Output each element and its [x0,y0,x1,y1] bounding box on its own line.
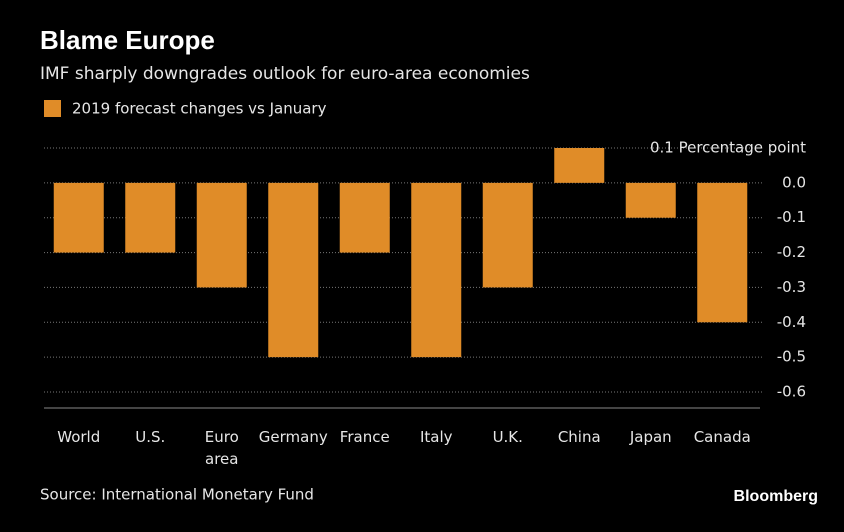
bar [53,182,104,253]
bar [554,148,605,183]
bar [268,182,319,358]
bar [125,182,176,253]
bar [697,182,748,323]
y-tick-label: -0.6 [777,383,806,401]
chart-subtitle: IMF sharply downgrades outlook for euro-… [40,64,530,84]
bar [339,182,390,253]
y-tick-label: 0.1 Percentage point [650,139,806,157]
x-tick-label: Germany [258,428,328,446]
chart-title: Blame Europe [40,25,215,55]
x-tick-label: France [339,428,390,446]
y-tick-label: -0.1 [777,208,806,226]
y-tick-label: -0.5 [777,348,806,366]
y-tick-label: -0.4 [777,313,806,331]
x-tick-label: U.S. [135,428,166,446]
brand: Bloomberg [734,488,818,505]
bar [482,182,533,288]
x-tick-label: Italy [419,428,453,446]
x-tick-label: World [57,428,101,446]
legend-swatch [44,100,61,117]
bar [196,182,247,288]
x-tick-label: U.K. [492,428,523,446]
y-tick-label: -0.3 [777,278,806,296]
y-tick-label: -0.2 [777,243,806,261]
x-tick-label: China [557,428,601,446]
x-tick-label: Euro area [204,428,239,468]
legend-label: 2019 forecast changes vs January [72,100,327,118]
bar [625,182,676,218]
source: Source: International Monetary Fund [40,486,314,504]
y-tick-label: 0.0 [782,173,806,191]
x-tick-label: Japan [629,428,672,446]
bar [411,182,462,358]
x-tick-label: Canada [693,428,751,446]
